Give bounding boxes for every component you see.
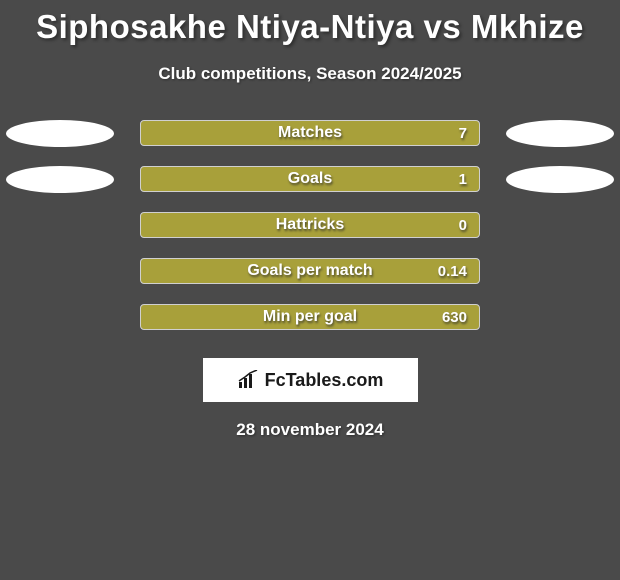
stat-row: Matches 7 [0, 114, 620, 160]
logo-box: FcTables.com [203, 358, 418, 402]
stat-bar: Min per goal 630 [140, 304, 480, 330]
left-ellipse [6, 166, 114, 193]
stats-container: Matches 7 Goals 1 Hattricks 0 Goals per … [0, 114, 620, 344]
stat-bar: Goals 1 [140, 166, 480, 192]
stat-bar: Matches 7 [140, 120, 480, 146]
right-ellipse [506, 166, 614, 193]
page-title: Siphosakhe Ntiya-Ntiya vs Mkhize [0, 0, 620, 46]
stat-label: Matches [278, 124, 342, 142]
stat-value: 7 [459, 125, 467, 142]
stat-value: 1 [459, 171, 467, 188]
date: 28 november 2024 [0, 420, 620, 440]
left-ellipse [6, 120, 114, 147]
stat-label: Goals per match [247, 262, 372, 280]
stat-row: Goals per match 0.14 [0, 252, 620, 298]
stat-bar: Hattricks 0 [140, 212, 480, 238]
logo: FcTables.com [237, 370, 384, 391]
stat-row: Goals 1 [0, 160, 620, 206]
chart-icon [237, 370, 261, 390]
subtitle: Club competitions, Season 2024/2025 [0, 64, 620, 84]
stat-label: Min per goal [263, 308, 357, 326]
stat-value: 0 [459, 217, 467, 234]
stat-label: Goals [288, 170, 332, 188]
stat-row: Min per goal 630 [0, 298, 620, 344]
stat-bar: Goals per match 0.14 [140, 258, 480, 284]
stat-row: Hattricks 0 [0, 206, 620, 252]
right-ellipse [506, 120, 614, 147]
stat-value: 0.14 [438, 263, 467, 280]
stat-label: Hattricks [276, 216, 344, 234]
stat-value: 630 [442, 309, 467, 326]
logo-label: FcTables.com [265, 370, 384, 391]
